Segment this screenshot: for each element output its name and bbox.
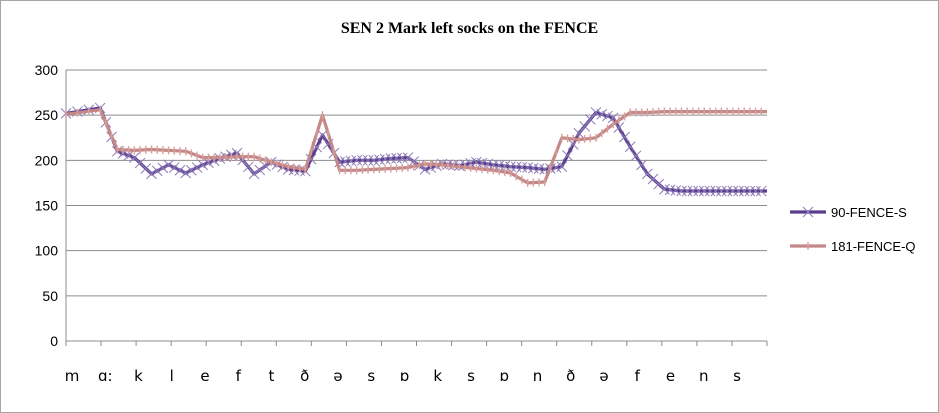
data-point — [636, 159, 647, 171]
data-point — [168, 162, 180, 173]
data-point — [733, 185, 744, 197]
data-point — [738, 185, 750, 197]
legend-entry: 181-FENCE-Q — [790, 239, 916, 254]
x-tick-label: ɒ — [400, 367, 410, 385]
x-tick-label: k — [433, 367, 442, 385]
data-point — [676, 185, 687, 197]
x-tick-label: ð — [566, 367, 575, 385]
data-point — [197, 159, 209, 171]
series-line — [65, 108, 767, 185]
x-tick-label: t — [269, 367, 275, 385]
x-tick-label: ə — [599, 367, 608, 385]
y-tick-label: 300 — [35, 62, 59, 78]
data-point — [186, 164, 197, 176]
data-point — [163, 159, 174, 171]
data-point — [567, 139, 579, 150]
data-point — [727, 185, 739, 197]
data-point — [180, 167, 192, 179]
data-point — [123, 150, 135, 161]
chart-title: SEN 2 Mark left socks on the FENCE — [340, 20, 599, 37]
data-point — [596, 108, 608, 120]
x-tick-label: e — [200, 367, 209, 385]
data-point — [750, 185, 761, 197]
data-point — [721, 185, 733, 197]
data-point — [619, 131, 630, 143]
data-point — [584, 114, 596, 125]
x-tick-label: s — [467, 367, 475, 385]
x-tick-label: n — [533, 367, 543, 385]
x-tick-label: ɒ — [499, 367, 509, 385]
data-point — [243, 161, 254, 173]
data-point — [681, 185, 693, 197]
x-tick-label: k — [134, 367, 143, 385]
data-point — [362, 154, 374, 166]
data-point — [573, 127, 585, 139]
x-tick-label: ə — [333, 367, 342, 385]
x-tick-label: f — [635, 367, 641, 385]
data-point — [146, 168, 157, 180]
x-tick-label: l — [170, 367, 174, 385]
x-tick-label: s — [367, 367, 375, 385]
series-90-fence-s — [60, 102, 767, 197]
y-tick-label: 150 — [35, 198, 59, 214]
data-point — [693, 185, 704, 197]
data-point — [687, 185, 699, 197]
data-point — [151, 165, 163, 177]
data-point — [579, 120, 590, 132]
y-tick-label: 0 — [50, 333, 58, 349]
data-point — [698, 185, 710, 197]
data-point — [351, 154, 363, 166]
legend-entry: 90-FENCE-S — [790, 205, 907, 220]
data-point — [624, 141, 636, 153]
series-181-fence-q — [65, 105, 767, 187]
x-tick-label: f — [236, 367, 242, 385]
data-point — [357, 154, 368, 166]
data-point — [556, 161, 568, 173]
data-point — [755, 185, 767, 197]
data-point — [590, 107, 602, 118]
data-point — [248, 168, 260, 180]
data-point — [602, 110, 613, 122]
x-tick-label: ɑ: — [98, 367, 113, 385]
x-tick-label: ð — [300, 367, 309, 385]
data-point — [402, 152, 414, 163]
x-tick-label: e — [666, 367, 675, 385]
y-tick-label: 50 — [42, 288, 58, 304]
data-point — [744, 185, 756, 197]
y-tick-label: 100 — [35, 243, 59, 259]
data-point — [317, 129, 328, 141]
x-tick-label: n — [699, 367, 709, 385]
data-point — [716, 185, 727, 197]
legend-label: 181-FENCE-Q — [831, 239, 916, 254]
data-point — [562, 150, 573, 161]
data-point — [254, 164, 266, 176]
data-point — [704, 185, 716, 197]
data-point — [157, 162, 169, 174]
data-point — [710, 185, 722, 197]
data-point — [203, 157, 214, 169]
legend-label: 90-FENCE-S — [831, 205, 907, 220]
y-tick-label: 200 — [35, 152, 59, 168]
legend-marker — [802, 206, 814, 218]
x-tick-label: m — [65, 367, 80, 385]
x-tick-label: s — [733, 367, 741, 385]
data-point — [174, 164, 186, 176]
data-point — [191, 162, 203, 173]
data-point — [630, 150, 642, 162]
y-tick-label: 250 — [35, 107, 59, 123]
